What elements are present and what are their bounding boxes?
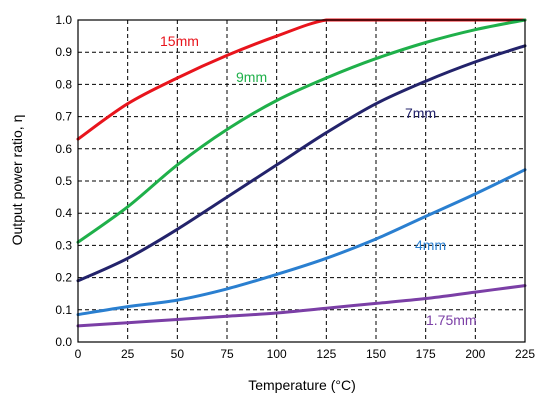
x-tick-labels: 0 25 50 75 100 125 150 175 200 225 (75, 347, 536, 361)
series-line-9mm (76, 18, 527, 244)
y-tick-label: 0.1 (55, 303, 72, 317)
series-lines (76, 18, 527, 328)
y-tick-labels: 0.0 0.1 0.2 0.3 0.4 0.5 0.6 0.7 0.8 0.9 1.0 (55, 13, 72, 349)
plot-frame (77, 19, 526, 343)
series-label-1-75mm: 1.75mm (426, 312, 477, 328)
y-axis-title: Output power ratio, η (9, 115, 25, 246)
series-label-4mm: 4mm (415, 237, 446, 253)
x-tick-label: 175 (416, 347, 436, 361)
y-tick-label: 1.0 (55, 13, 72, 27)
x-tick-label: 0 (75, 347, 82, 361)
series-labels: 15mm 9mm 7mm 4mm 1.75mm (160, 33, 477, 328)
y-tick-label: 0.4 (55, 206, 72, 220)
x-tick-label: 100 (267, 347, 287, 361)
x-tick-label: 150 (366, 347, 386, 361)
series-label-9mm: 9mm (236, 69, 267, 85)
x-tick-label: 75 (220, 347, 234, 361)
y-tick-label: 0.5 (55, 174, 72, 188)
y-tick-label: 0.2 (55, 271, 72, 285)
y-tick-label: 0.9 (55, 45, 72, 59)
x-tick-label: 25 (121, 347, 135, 361)
x-tick-label: 125 (316, 347, 336, 361)
series-line-15mm (76, 18, 527, 141)
y-tick-label: 0.7 (55, 110, 72, 124)
y-tick-label: 0.8 (55, 77, 72, 91)
x-tick-label: 50 (171, 347, 185, 361)
series-line-1-75mm (76, 284, 527, 328)
grid (78, 20, 525, 342)
y-tick-label: 0.6 (55, 142, 72, 156)
series-label-7mm: 7mm (405, 105, 436, 121)
x-axis-title: Temperature (°C) (248, 377, 356, 393)
y-tick-label: 0.0 (55, 335, 72, 349)
series-line-7mm (76, 44, 527, 283)
series-label-15mm: 15mm (160, 33, 199, 49)
series-line-4mm (76, 168, 527, 317)
y-tick-label: 0.3 (55, 238, 72, 252)
x-tick-label: 225 (515, 347, 535, 361)
x-tick-label: 200 (465, 347, 485, 361)
